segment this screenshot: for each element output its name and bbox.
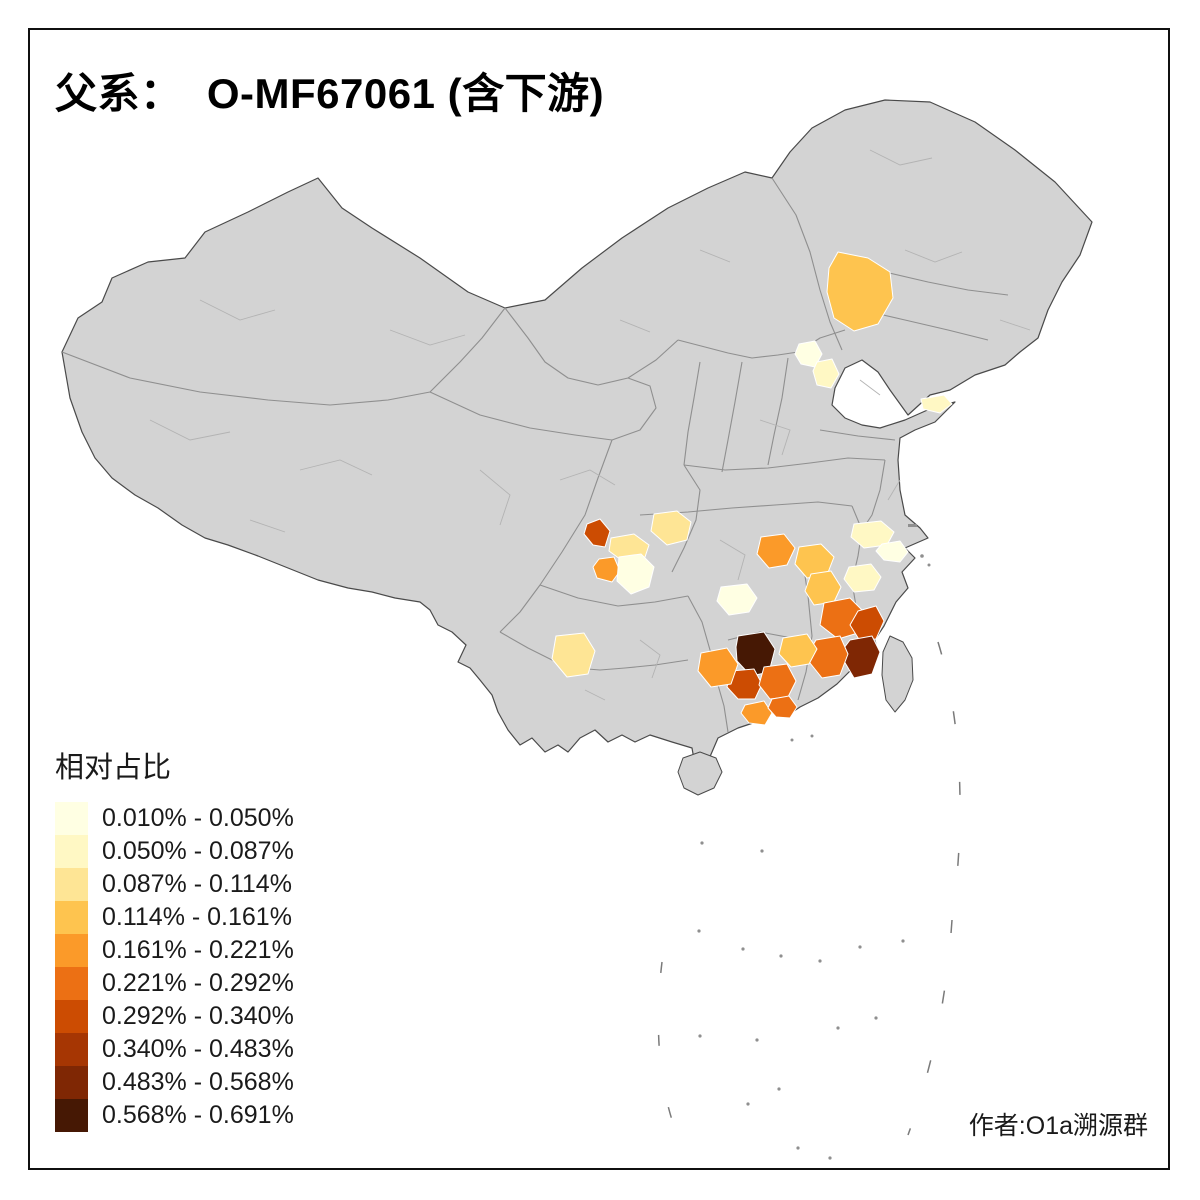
legend-item: 0.221% - 0.292% bbox=[55, 967, 294, 1000]
legend-title: 相对占比 bbox=[55, 752, 172, 784]
legend-item: 0.568% - 0.691% bbox=[55, 1099, 294, 1132]
hainan-island bbox=[677, 751, 723, 796]
south-china-sea-islets bbox=[697, 841, 905, 1160]
legend-label: 0.087% - 0.114% bbox=[102, 870, 292, 898]
choropleth-region bbox=[716, 583, 758, 616]
choropleth-region bbox=[843, 563, 882, 593]
legend-label: 0.050% - 0.087% bbox=[102, 837, 294, 865]
legend-swatch bbox=[55, 835, 88, 868]
legend-label: 0.221% - 0.292% bbox=[102, 969, 294, 997]
legend-swatch bbox=[55, 868, 88, 901]
choropleth-region bbox=[826, 251, 894, 332]
choropleth-region bbox=[756, 533, 796, 569]
legend-label: 0.292% - 0.340% bbox=[102, 1002, 294, 1030]
plot-border-frame bbox=[28, 28, 1170, 1170]
legend-label: 0.114% - 0.161% bbox=[102, 903, 292, 931]
legend-item: 0.292% - 0.340% bbox=[55, 1000, 294, 1033]
choropleth-region bbox=[812, 358, 840, 389]
legend-swatch bbox=[55, 1033, 88, 1066]
legend-item: 0.340% - 0.483% bbox=[55, 1033, 294, 1066]
legend-swatch bbox=[55, 1099, 88, 1132]
choropleth-region bbox=[875, 540, 909, 563]
legend-swatch bbox=[55, 1000, 88, 1033]
choropleth-region bbox=[697, 647, 739, 688]
legend-swatch bbox=[55, 934, 88, 967]
legend-swatch bbox=[55, 967, 88, 1000]
islands bbox=[677, 524, 931, 796]
legend-item: 0.114% - 0.161% bbox=[55, 901, 294, 934]
choropleth-region bbox=[616, 553, 655, 595]
legend-label: 0.161% - 0.221% bbox=[102, 936, 294, 964]
legend-label: 0.010% - 0.050% bbox=[102, 804, 294, 832]
legend-swatch bbox=[55, 1066, 88, 1099]
prefecture-borders bbox=[149, 149, 1031, 701]
legend-item: 0.483% - 0.568% bbox=[55, 1066, 294, 1099]
legend-label: 0.340% - 0.483% bbox=[102, 1035, 294, 1063]
choropleth-region bbox=[551, 632, 596, 678]
legend-label: 0.568% - 0.691% bbox=[102, 1101, 294, 1129]
choropleth-region bbox=[767, 695, 798, 719]
chongming-island bbox=[908, 524, 917, 527]
legend-swatch bbox=[55, 802, 88, 835]
choropleth-region bbox=[849, 605, 885, 642]
choropleth-regions bbox=[551, 251, 953, 726]
legend-item: 0.087% - 0.114% bbox=[55, 868, 294, 901]
choropleth-region bbox=[778, 633, 818, 668]
legend-item: 0.161% - 0.221% bbox=[55, 934, 294, 967]
choropleth-region bbox=[726, 668, 763, 700]
legend-item: 0.050% - 0.087% bbox=[55, 835, 294, 868]
legend-label: 0.483% - 0.568% bbox=[102, 1068, 294, 1096]
taiwan-island bbox=[881, 635, 914, 713]
choropleth-region bbox=[735, 631, 776, 677]
page-title: 父系： O-MF67061 (含下游) bbox=[55, 70, 605, 117]
choropleth-region bbox=[920, 394, 953, 414]
attribution-text: 作者:O1a溯源群 bbox=[968, 1112, 1148, 1140]
legend-swatch bbox=[55, 901, 88, 934]
choropleth-region bbox=[650, 510, 692, 546]
legend: 相对占比 0.010% - 0.050% 0.050% - 0.087% 0.0… bbox=[55, 744, 294, 1132]
choropleth-region bbox=[740, 700, 773, 726]
choropleth-region bbox=[592, 556, 621, 583]
choropleth-region bbox=[583, 518, 611, 548]
legend-item: 0.010% - 0.050% bbox=[55, 802, 294, 835]
